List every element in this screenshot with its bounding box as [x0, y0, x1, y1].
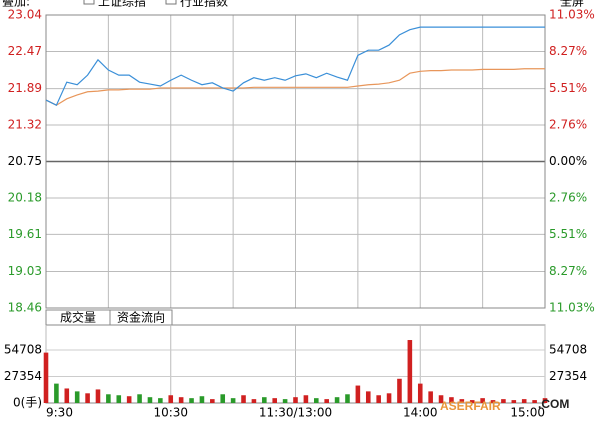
volume-bar — [376, 395, 381, 403]
volume-bar — [116, 395, 122, 403]
x-tick-label: 15:00 — [510, 406, 545, 420]
volume-bar — [324, 399, 329, 403]
volume-bar — [43, 352, 49, 403]
volume-bar — [490, 400, 496, 403]
watermark: .COM — [538, 397, 569, 411]
volume-bar — [147, 397, 153, 403]
x-tick-label: 10:30 — [153, 406, 188, 420]
volume-bar — [251, 399, 257, 403]
y-tick-label: 19.03 — [8, 264, 42, 278]
price-line — [45, 68, 545, 106]
volume-bar — [303, 395, 309, 403]
volume-bar — [334, 397, 340, 403]
price-line — [45, 26, 545, 107]
volume-bar — [126, 396, 132, 403]
y-tick-label: 0(手) — [13, 396, 42, 410]
y2-tick-label: 5.51% — [549, 227, 587, 241]
volume-bar — [417, 383, 423, 403]
y2-tick-label: 8.27% — [549, 44, 587, 58]
volume-bar — [74, 391, 80, 403]
y-tick-label: 21.89 — [8, 81, 42, 95]
volume-bar — [521, 399, 527, 403]
volume-bar — [438, 395, 444, 403]
y2-tick-label: 27354 — [549, 369, 587, 383]
volume-bar — [272, 398, 277, 403]
x-tick-label: 14:00 — [403, 406, 438, 420]
volume-bar — [282, 399, 288, 403]
y-tick-label: 21.32 — [8, 118, 42, 132]
volume-bar — [85, 393, 90, 403]
y-tick-label: 22.47 — [8, 44, 42, 58]
volume-bar — [542, 398, 548, 403]
tab-label[interactable]: 资金流向 — [117, 310, 165, 325]
y-tick-label: 23.04 — [8, 8, 42, 22]
overlay-option[interactable]: 上证综指 — [98, 0, 146, 9]
plot-frame — [45, 14, 546, 309]
overlay-label: 叠加: — [2, 0, 30, 9]
volume-bar — [220, 394, 226, 403]
volume-bar — [95, 389, 101, 403]
volume-bar — [64, 388, 70, 403]
y-tick-label: 18.46 — [8, 301, 42, 315]
y2-tick-label: 54708 — [549, 342, 587, 356]
volume-bar — [241, 395, 246, 403]
volume-bar — [230, 398, 236, 403]
volume-bar — [168, 395, 174, 403]
y-tick-label: 20.75 — [8, 154, 42, 168]
volume-bar — [428, 391, 433, 403]
volume-bar — [293, 397, 298, 403]
tab-label[interactable]: 成交量 — [60, 310, 96, 325]
volume-bar — [314, 398, 319, 403]
volume-bar — [345, 394, 350, 403]
volume-bar — [210, 399, 215, 403]
y2-tick-label: 11.03% — [549, 301, 595, 315]
volume-bar — [178, 397, 184, 403]
volume-bar — [365, 391, 371, 403]
fullscreen-button[interactable]: 全屏 — [560, 0, 584, 9]
volume-bar — [137, 394, 142, 403]
y-tick-label: 20.18 — [8, 190, 42, 204]
y-tick-label: 27354 — [4, 369, 42, 383]
volume-bar — [407, 340, 413, 403]
y2-tick-label: 2.76% — [549, 191, 587, 205]
volume-bar — [501, 399, 506, 403]
volume-bar — [469, 400, 475, 403]
overlay-option[interactable]: 行业指数 — [180, 0, 228, 9]
y-tick-label: 54708 — [4, 342, 42, 356]
volume-bar — [158, 398, 163, 403]
volume-bar — [199, 396, 205, 403]
volume-bar — [106, 394, 111, 403]
volume-bar — [355, 385, 361, 403]
y2-tick-label: 2.76% — [549, 117, 587, 131]
volume-bar — [262, 397, 267, 403]
volume-bar — [480, 398, 485, 403]
watermark: ASERFAIR — [440, 399, 501, 413]
volume-bar — [511, 400, 517, 403]
volume-bar — [459, 399, 465, 403]
y-tick-label: 19.61 — [8, 227, 42, 241]
volume-bar — [532, 400, 537, 403]
y2-tick-label: 11.03% — [549, 8, 595, 22]
volume-bar — [386, 393, 392, 403]
checkbox[interactable] — [165, 0, 177, 5]
y2-tick-label: 8.27% — [549, 264, 587, 278]
checkbox[interactable] — [83, 0, 95, 5]
volume-bar — [54, 383, 59, 403]
x-tick-label: 11:30/13:00 — [259, 406, 332, 420]
y2-tick-label: 5.51% — [549, 81, 587, 95]
volume-bar — [449, 397, 454, 403]
volume-bar — [189, 398, 194, 403]
volume-bar — [397, 378, 402, 403]
y2-tick-label: 0.00% — [549, 154, 587, 168]
x-tick-label: 9:30 — [46, 406, 73, 420]
